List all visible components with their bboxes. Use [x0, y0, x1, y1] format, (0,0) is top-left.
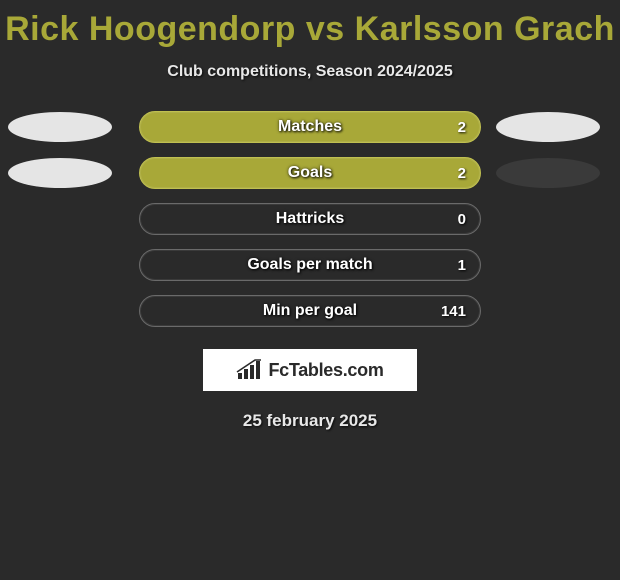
stat-row: Matches 2	[0, 111, 620, 143]
stat-label: Min per goal	[263, 302, 357, 320]
logo-text: FcTables.com	[268, 360, 383, 381]
player-left-marker	[8, 112, 112, 142]
stat-label: Goals per match	[247, 256, 372, 274]
stat-label: Matches	[278, 118, 342, 136]
stat-bar: Matches 2	[139, 111, 481, 143]
subtitle: Club competitions, Season 2024/2025	[0, 63, 620, 81]
stat-row: Hattricks 0	[0, 203, 620, 235]
stats-container: Matches 2 Goals 2 Hattricks 0 Goals per match 1…	[0, 111, 620, 327]
stat-value: 2	[458, 119, 466, 136]
stat-bar: Hattricks 0	[139, 203, 481, 235]
stat-value: 0	[458, 211, 466, 228]
stat-bar: Goals per match 1	[139, 249, 481, 281]
player-left-marker	[8, 158, 112, 188]
player-right-marker	[496, 112, 600, 142]
stat-value: 141	[441, 303, 466, 320]
stat-value: 2	[458, 165, 466, 182]
chart-icon	[236, 359, 262, 381]
page-title: Rick Hoogendorp vs Karlsson Grach	[0, 0, 620, 49]
stat-row: Min per goal 141	[0, 295, 620, 327]
stat-value: 1	[458, 257, 466, 274]
stat-label: Goals	[288, 164, 332, 182]
stat-bar: Goals 2	[139, 157, 481, 189]
stat-row: Goals per match 1	[0, 249, 620, 281]
stat-row: Goals 2	[0, 157, 620, 189]
stat-label: Hattricks	[276, 210, 344, 228]
stat-bar: Min per goal 141	[139, 295, 481, 327]
player-right-marker	[496, 158, 600, 188]
fctables-logo[interactable]: FcTables.com	[203, 349, 417, 391]
date-label: 25 february 2025	[0, 411, 620, 431]
